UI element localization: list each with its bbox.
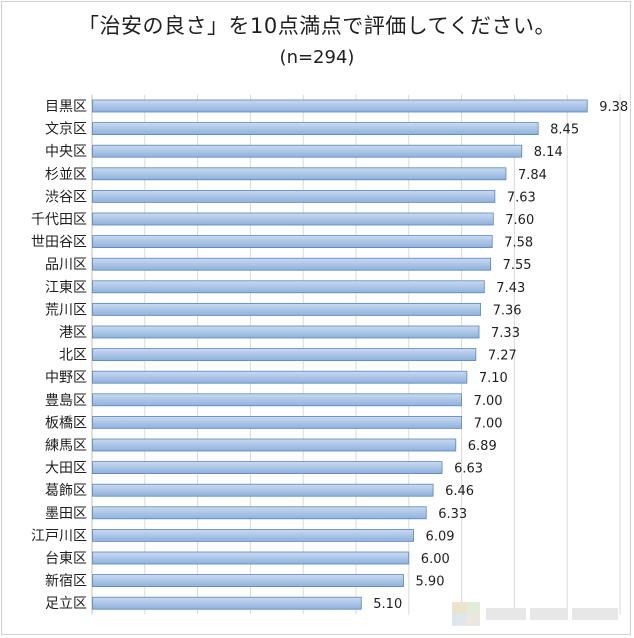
value-label: 7.60 [505, 213, 534, 228]
category-label: 港区 [59, 325, 87, 341]
value-label: 7.00 [474, 394, 503, 409]
category-label: 中野区 [45, 370, 87, 386]
category-label: 墨田区 [45, 506, 87, 522]
bar [92, 348, 477, 362]
value-label: 7.55 [503, 258, 532, 273]
category-label: 葛飾区 [45, 483, 87, 499]
category-label: 杉並区 [45, 167, 87, 183]
category-label: 渋谷区 [45, 189, 87, 205]
bar [92, 235, 493, 249]
category-label: 江戸川区 [31, 528, 87, 544]
value-label: 5.10 [373, 597, 402, 612]
category-label: 江東区 [45, 280, 87, 296]
category-label: 北区 [59, 348, 87, 364]
value-label: 7.58 [504, 236, 533, 251]
value-label: 7.00 [474, 416, 503, 431]
value-label: 7.10 [479, 371, 508, 386]
bar [92, 325, 480, 339]
bar [92, 461, 443, 475]
value-labels: 9.38 8.45 8.14 7.84 7.63 7.60 7.58 7.55 7.43 7.36… [373, 100, 628, 612]
bar [92, 302, 482, 316]
category-label: 中央区 [45, 144, 87, 160]
category-label: 足立区 [45, 596, 87, 612]
category-label: 大田区 [45, 461, 87, 477]
chart-title: 「治安の良さ」を10点満点で評価してください。 [78, 14, 556, 38]
category-label: 新宿区 [45, 573, 87, 590]
value-label: 6.46 [445, 484, 474, 499]
value-label: 6.63 [454, 462, 483, 477]
bar [92, 596, 362, 610]
category-label: 板橋区 [45, 415, 87, 431]
value-label: 6.33 [438, 507, 467, 522]
bar [92, 144, 523, 158]
bar [92, 393, 463, 407]
bar [92, 506, 427, 520]
bar [92, 483, 434, 497]
value-label: 5.90 [416, 575, 445, 590]
value-label: 7.33 [491, 326, 520, 341]
category-label: 品川区 [45, 257, 87, 273]
value-label: 7.63 [507, 190, 536, 205]
chart-subtitle: (n=294) [279, 47, 355, 68]
category-label: 豊島区 [45, 393, 87, 409]
value-label: 8.45 [550, 123, 579, 138]
bar [92, 212, 494, 226]
value-label: 8.14 [534, 145, 563, 160]
value-label: 6.89 [468, 439, 497, 454]
bar [92, 415, 463, 429]
value-label: 7.43 [496, 281, 525, 296]
category-label: 台東区 [45, 551, 87, 567]
bar [92, 280, 485, 294]
bar [92, 551, 410, 565]
value-label: 9.38 [599, 100, 628, 115]
value-label: 7.84 [518, 168, 547, 183]
category-label: 荒川区 [45, 302, 87, 318]
bar [92, 438, 457, 452]
category-labels: 目黒区文京区中央区杉並区渋谷区千代田区世田谷区品川区江東区荒川区港区北区中野区豊… [31, 99, 87, 612]
bar [92, 99, 588, 113]
category-label: 千代田区 [31, 212, 87, 228]
value-label: 7.36 [493, 303, 522, 318]
bar [92, 122, 539, 135]
bar [92, 189, 496, 203]
category-label: 世田谷区 [31, 235, 87, 251]
value-label: 6.00 [421, 552, 450, 567]
watermark [452, 596, 624, 630]
category-label: 目黒区 [45, 99, 87, 115]
bar [92, 167, 507, 181]
category-label: 文京区 [45, 122, 87, 138]
category-label: 練馬区 [45, 438, 87, 454]
value-label: 6.09 [426, 529, 455, 544]
value-label: 7.27 [488, 349, 517, 364]
bars [92, 99, 588, 610]
bar [92, 574, 404, 587]
bar [92, 370, 468, 384]
bar [92, 257, 492, 271]
bar [92, 529, 414, 542]
